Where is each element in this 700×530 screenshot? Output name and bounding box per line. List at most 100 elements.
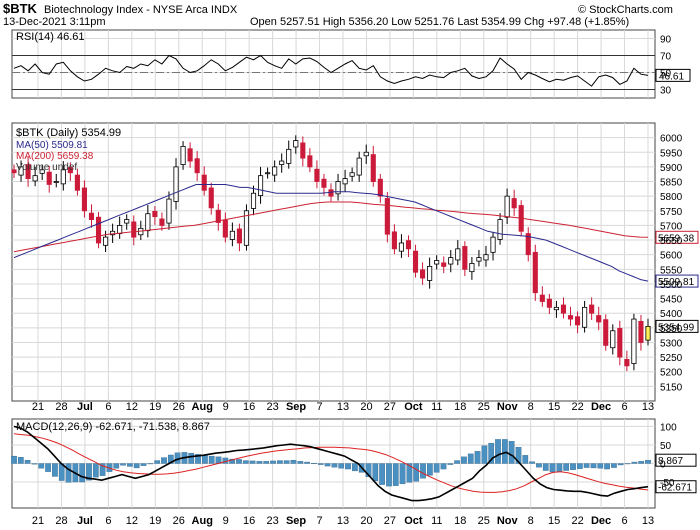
macd-hist-bar — [65, 463, 72, 483]
candle-body — [286, 148, 292, 164]
candle-body — [567, 315, 574, 320]
candle-body — [342, 178, 348, 185]
x-tick-label: 28 — [55, 515, 67, 527]
macd-hist-bar — [481, 445, 488, 464]
x-tick-label: 15 — [548, 515, 560, 527]
price-panel — [11, 122, 656, 402]
macd-hist-bar — [474, 451, 481, 464]
x-tick-label: 9 — [223, 401, 229, 413]
candle-body — [257, 175, 264, 196]
candle-body — [222, 219, 228, 238]
macd-hist-bar — [24, 460, 31, 464]
rsi-last-label: 46.61 — [659, 71, 684, 82]
macd-hist-bar — [52, 463, 58, 477]
candle-body — [377, 178, 383, 197]
y-tick-label: 90 — [660, 35, 672, 46]
x-tick-label: 8 — [528, 401, 534, 413]
y-tick-label: 5450 — [660, 295, 683, 306]
x-tick-label: 27 — [384, 515, 396, 527]
y-tick-label: 5250 — [660, 353, 683, 364]
y-tick-label: 30 — [660, 86, 672, 97]
macd-hist-bar — [617, 463, 624, 466]
candle-body — [398, 242, 405, 252]
macd-hist-bar — [127, 463, 133, 467]
candle-body — [321, 178, 327, 188]
price-legend: $BTK (Daily) 5354.99 — [16, 127, 121, 139]
candle-body — [243, 210, 250, 246]
candle-body — [152, 210, 158, 218]
candle-body — [265, 172, 271, 175]
candle-body — [81, 187, 88, 212]
x-tick-label: Nov — [497, 515, 519, 527]
candle-body — [166, 198, 172, 224]
macd-hist-bar — [229, 458, 235, 464]
x-tick-label: 6 — [621, 515, 627, 527]
x-tick-label: 16 — [243, 401, 255, 413]
x-tick-label: 28 — [55, 401, 67, 413]
macd-hist-bar — [440, 463, 447, 470]
x-tick-label: Aug — [192, 401, 213, 413]
x-tick-label: Oct — [404, 515, 423, 527]
x-tick-label: Jul — [77, 401, 93, 413]
candle-body — [617, 328, 623, 358]
macd-hist-tag-label: 8.867 — [658, 456, 683, 467]
macd-hist-bar — [133, 463, 140, 469]
candle-body — [328, 189, 334, 197]
macd-hist-bar — [399, 463, 406, 485]
macd-signal-line — [13, 433, 649, 493]
candle-body — [504, 195, 510, 218]
candle-body — [546, 298, 552, 308]
x-tick-label: 12 — [126, 401, 138, 413]
macd-hist-bar — [11, 455, 17, 464]
x-tick-label: Nov — [497, 401, 519, 413]
macd-hist-bar — [495, 439, 501, 464]
macd-hist-bar — [188, 452, 195, 464]
x-tick-label: 11 — [431, 515, 442, 527]
macd-value-tag-box — [655, 480, 697, 494]
candle-body — [208, 187, 214, 209]
macd-hist-bar — [597, 463, 604, 469]
macd-hist-bar — [154, 460, 161, 464]
macd-hist-bar — [31, 463, 38, 465]
candle-body — [314, 168, 320, 182]
macd-hist-bar — [515, 447, 522, 464]
macd-hist-bar — [208, 455, 215, 464]
macd-hist-bar — [147, 463, 154, 465]
ma200-tag-label: 5659.38 — [658, 233, 695, 244]
candle-body — [532, 251, 538, 294]
macd-hist-bar — [283, 460, 290, 464]
y-tick-label: 5650 — [660, 236, 683, 247]
candle-body — [11, 169, 17, 174]
candle-body — [236, 228, 242, 244]
x-tick-label: Dec — [591, 401, 611, 413]
candle-body — [405, 240, 412, 250]
macd-hist-bar — [392, 463, 399, 486]
candle-body — [525, 233, 531, 256]
grid — [12, 30, 655, 508]
candle-body — [574, 316, 581, 326]
candle-body — [596, 315, 602, 323]
y-tick-label: 5200 — [660, 368, 683, 379]
macd-hist-bar — [447, 463, 454, 465]
watermark: © StockCharts.com — [578, 4, 673, 16]
x-axis-labels: 21 21 28 28 Jul Jul 6 6 12 12 19 19 26 26 Aug Aug 9 9 16 16… — [32, 401, 654, 527]
x-tick-label: 21 — [32, 401, 44, 413]
candle-body — [624, 359, 630, 367]
macd-hist-bar — [161, 457, 167, 464]
candle-body — [307, 155, 313, 168]
candle-body — [88, 212, 95, 220]
candle-body — [363, 151, 369, 157]
y-tick-label: 5850 — [660, 178, 683, 189]
y-tick-label: 5800 — [660, 192, 683, 203]
candle-body — [476, 257, 482, 262]
x-tick-label: 23 — [266, 401, 278, 413]
candle-body — [25, 164, 31, 179]
candle-body — [462, 246, 468, 270]
macd-hist-bar — [488, 442, 495, 464]
macd-hist-bar — [331, 463, 338, 468]
y-tick-label: 70 — [660, 52, 672, 63]
macd-hist-bar — [542, 463, 549, 471]
y-tick-label: 6000 — [660, 134, 683, 145]
x-tick-label: 25 — [478, 515, 490, 527]
y-tick-label: 5700 — [660, 221, 683, 232]
